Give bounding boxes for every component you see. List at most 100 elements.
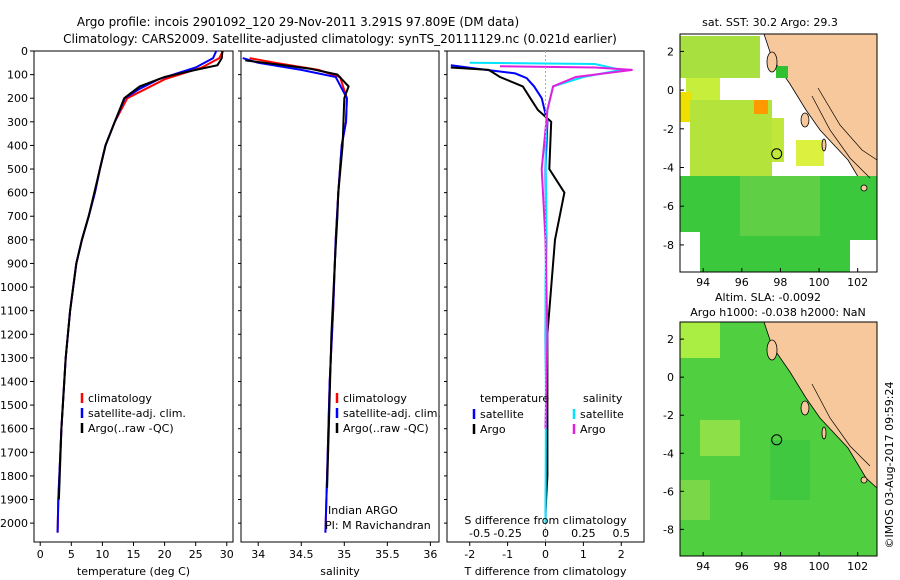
- legend-label: Argo: [580, 423, 606, 436]
- sst-map-cloud-gap: [850, 240, 877, 272]
- sst-map-sst-patch: [740, 176, 820, 236]
- map-y-tick-label: -2: [663, 409, 674, 422]
- map-x-tick-label: 98: [773, 560, 787, 573]
- map-x-tick-label: 94: [696, 276, 710, 289]
- y-tick-label: 2000: [0, 517, 28, 530]
- x-axis-label: T difference from climatology: [464, 565, 627, 578]
- s-diff-tick-label: -0.25: [493, 527, 521, 540]
- y-tick-label: 200: [7, 92, 28, 105]
- x-tick-label: 35: [337, 548, 351, 561]
- y-tick-label: 700: [7, 210, 28, 223]
- map-y-tick-label: -4: [663, 447, 674, 460]
- sst-map-sst-patch: [772, 118, 784, 162]
- legend-label: Argo(..raw -QC): [343, 422, 429, 435]
- s-diff-tick-label: 0.5: [613, 527, 631, 540]
- sla-map-title-line1: Altim. SLA: -0.0092: [715, 291, 821, 304]
- legend-label: Argo(..raw -QC): [88, 422, 174, 435]
- legend-label: climatology: [88, 392, 152, 405]
- y-tick-label: 500: [7, 163, 28, 176]
- map-x-tick-label: 96: [735, 560, 749, 573]
- x-tick-label: 10: [95, 548, 109, 561]
- map-x-tick-label: 98: [773, 276, 787, 289]
- x-tick-label: -1: [502, 548, 513, 561]
- sst-map-sst-patch: [680, 36, 760, 78]
- sst-map-bathy-contour: [817, 87, 877, 161]
- sla-map-island: [860, 476, 868, 484]
- legend-label: satellite-adj. clim.: [343, 407, 441, 420]
- sla-map-island: [800, 400, 810, 416]
- map-y-tick-label: -2: [663, 123, 674, 136]
- difference-chart: -2 -1 0 1 2 T difference from climatology -0.5…: [444, 50, 645, 578]
- sla-map-island: [766, 339, 778, 361]
- map-x-tick-label: 102: [847, 560, 868, 573]
- legend-label: satellite-adj. clim.: [88, 407, 186, 420]
- sla-map-argo-marker: [771, 434, 783, 446]
- copyright-label: ©IMOS 03-Aug-2017 09:59:24: [883, 382, 896, 549]
- legend-label: satellite: [580, 408, 624, 421]
- s-diff-tick-label: 0: [542, 527, 549, 540]
- y-tick-label: 1900: [0, 494, 28, 507]
- sla-map-sla-patch: [680, 480, 710, 520]
- map-y-tick-label: -4: [663, 162, 674, 175]
- sla-map-bathy-contour: [811, 383, 871, 467]
- sst-map: sat. SST: 30.2 Argo: 29.3: [663, 16, 878, 289]
- sla-map-sla-patch: [680, 322, 720, 358]
- x-tick-label: 5: [68, 548, 75, 561]
- y-tick-label: 0: [21, 45, 28, 58]
- sst-map-sst-patch: [776, 66, 788, 78]
- map-x-tick-label: 94: [696, 560, 710, 573]
- x-tick-label: 34: [251, 548, 265, 561]
- y-tick-label: 900: [7, 257, 28, 270]
- y-tick-label: 600: [7, 187, 28, 200]
- y-tick-label: 1600: [0, 423, 28, 436]
- legend-header-salinity: salinity: [583, 392, 623, 405]
- x-tick-label: 35.5: [375, 548, 400, 561]
- y-tick-label: 1700: [0, 446, 28, 459]
- sst-map-island: [800, 112, 810, 128]
- x-axis-label: temperature (deg C): [77, 565, 190, 578]
- sst-map-sst-patch: [680, 92, 692, 122]
- map-y-tick-label: 0: [667, 84, 674, 97]
- sla-map-land: [763, 322, 877, 489]
- sla-map: Altim. SLA: -0.0092 Argo h1000: -0.038 h…: [663, 291, 878, 573]
- y-tick-label: 300: [7, 116, 28, 129]
- y-tick-label: 1500: [0, 399, 28, 412]
- legend-label: satellite: [480, 408, 524, 421]
- sst-map-bathy-contour: [811, 95, 871, 179]
- map-y-tick-label: -6: [663, 485, 674, 498]
- map-y-tick-label: -6: [663, 200, 674, 213]
- sla-map-title-line2: Argo h1000: -0.038 h2000: NaN: [690, 306, 866, 319]
- sla-map-frame: [679, 321, 878, 557]
- x-tick-label: 20: [158, 548, 172, 561]
- x-tick-label: 30: [220, 548, 234, 561]
- map-x-tick-label: 96: [735, 276, 749, 289]
- s-diff-tick-label: -0.5: [469, 527, 490, 540]
- y-tick-label: 1100: [0, 305, 28, 318]
- figure-title-line1: Argo profile: incois 2901092_120 29-Nov-…: [77, 15, 519, 29]
- series-line-argo-raw-qc-: [245, 59, 350, 488]
- sla-map-sla-patch: [700, 420, 740, 456]
- y-tick-label: 100: [7, 69, 28, 82]
- map-x-tick-label: 100: [809, 276, 830, 289]
- salinity-plot-frame: [240, 50, 440, 543]
- legend-header-temperature: temperature: [480, 392, 549, 405]
- y-tick-label: 1300: [0, 352, 28, 365]
- map-y-tick-label: -8: [663, 523, 674, 536]
- annotation-text: PI: M Ravichandran: [325, 519, 431, 532]
- x-tick-label: 2: [618, 548, 625, 561]
- map-x-tick-label: 102: [847, 276, 868, 289]
- map-y-tick-label: 2: [667, 333, 674, 346]
- salinity-chart: 34 34.5 35 35.5 36 salinity climatology satelli…: [238, 50, 441, 578]
- map-x-tick-label: 100: [809, 560, 830, 573]
- sst-map-island: [821, 138, 827, 152]
- s-diff-tick-label: 0.25: [571, 527, 596, 540]
- legend-label: climatology: [343, 392, 407, 405]
- x-tick-label: 34.5: [289, 548, 314, 561]
- sst-map-argo-marker: [771, 148, 783, 160]
- series-line-argo-raw-qc-: [57, 50, 224, 500]
- map-y-tick-label: 2: [667, 45, 674, 58]
- sst-map-sst-patch: [796, 140, 824, 166]
- y-tick-label: 1800: [0, 470, 28, 483]
- temperature-plot-frame: [33, 50, 234, 543]
